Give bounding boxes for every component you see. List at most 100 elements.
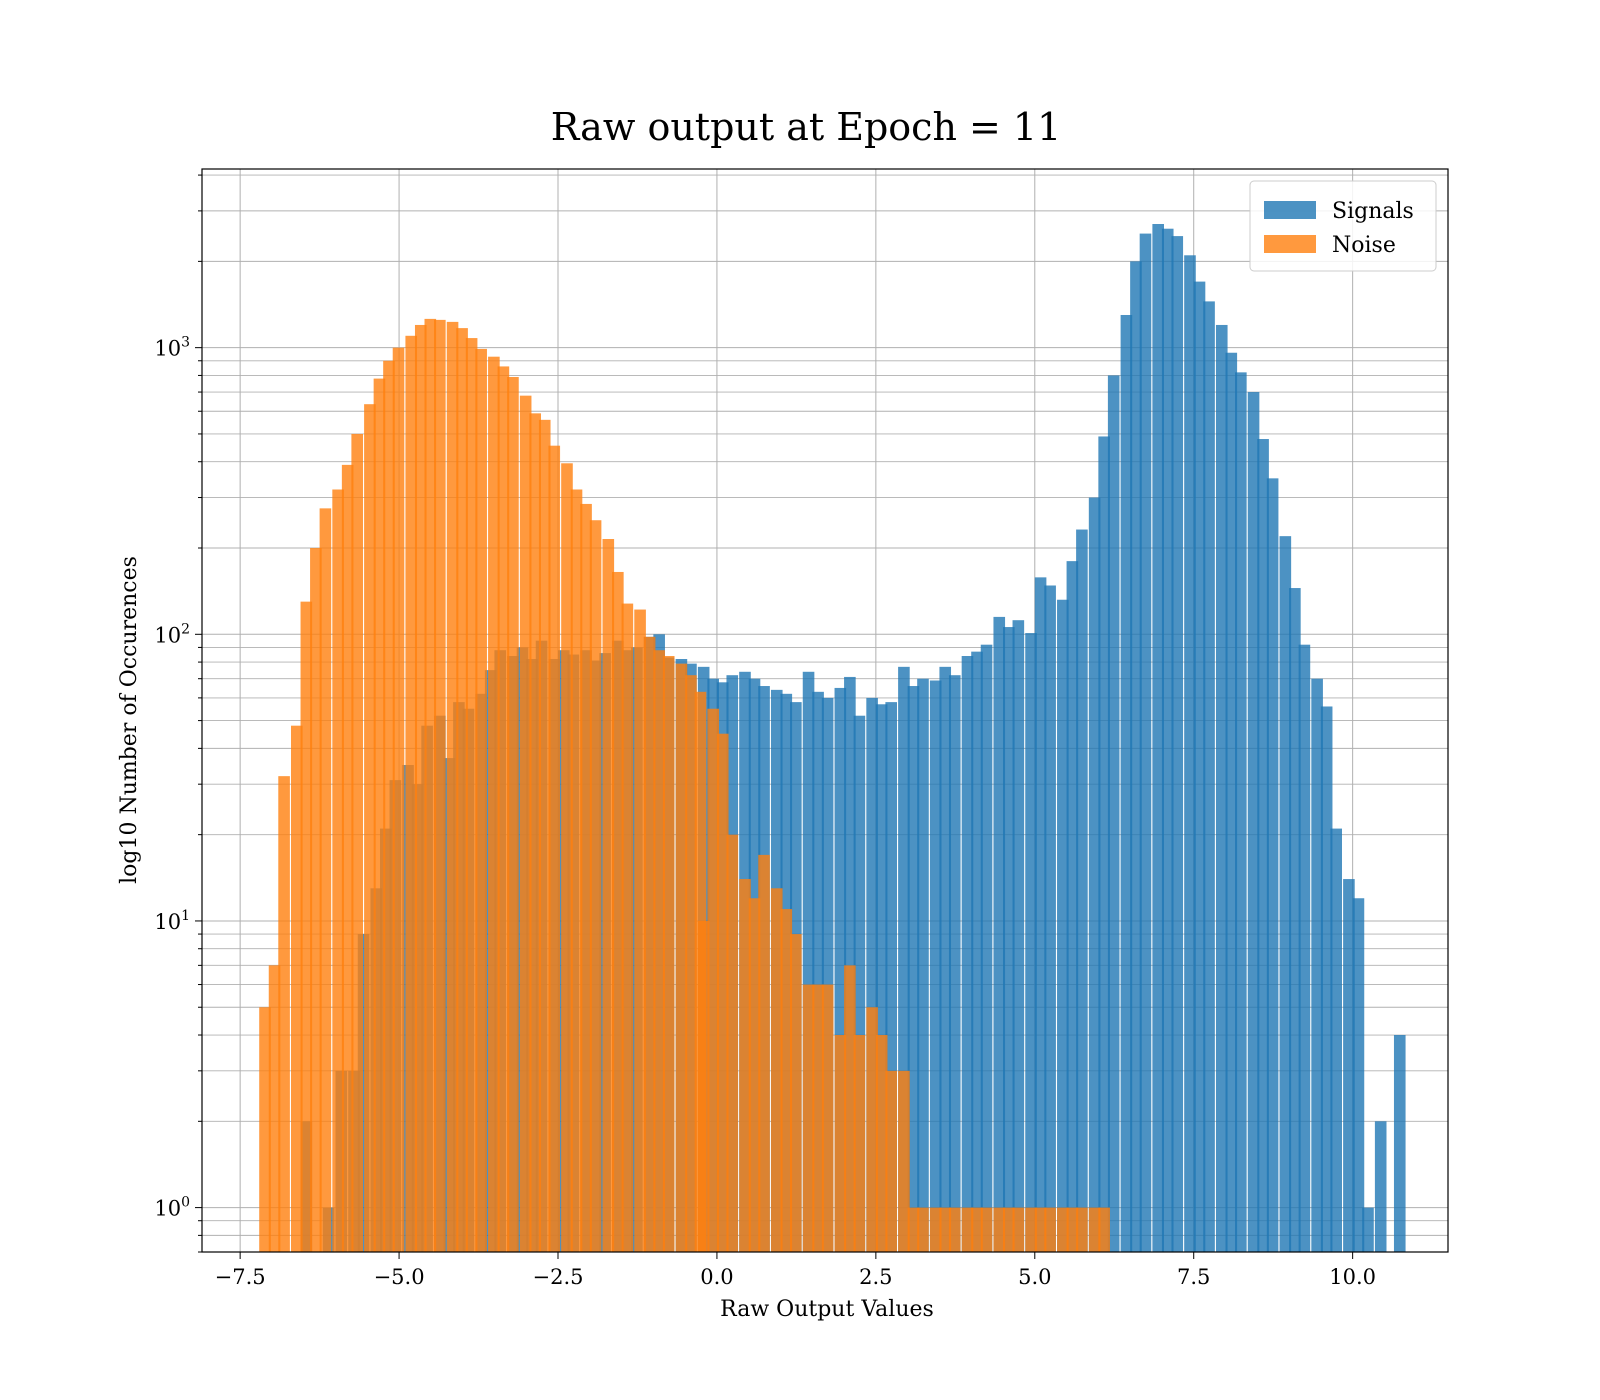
bar-noise xyxy=(497,366,510,1252)
series-noise-bars xyxy=(259,318,1110,1253)
bar-noise xyxy=(424,318,437,1252)
bar-noise xyxy=(519,395,532,1252)
bar-noise xyxy=(739,879,751,1252)
bar-noise xyxy=(929,1207,942,1252)
bar-signals xyxy=(1289,588,1301,1252)
bar-noise xyxy=(278,776,290,1252)
x-tick-label: 7.5 xyxy=(1177,1265,1210,1289)
bar-noise xyxy=(268,965,281,1252)
bar-noise xyxy=(488,356,500,1252)
bar-noise xyxy=(685,675,697,1252)
x-tick-label: −5.0 xyxy=(374,1265,425,1289)
bar-noise xyxy=(790,934,802,1252)
bar-signals xyxy=(1343,879,1355,1252)
bar-noise xyxy=(770,888,783,1252)
bar-signals xyxy=(821,697,834,1252)
bar-noise xyxy=(653,650,665,1252)
legend-swatch-noise xyxy=(1264,235,1316,253)
bar-noise xyxy=(414,324,427,1253)
bar-noise xyxy=(507,376,519,1252)
legend: Signals Noise xyxy=(1249,180,1437,272)
bar-signals xyxy=(866,697,878,1252)
bar-signals xyxy=(885,702,897,1252)
bar-noise xyxy=(834,1035,847,1252)
bar-signals xyxy=(1088,497,1101,1252)
bar-noise xyxy=(621,603,634,1252)
bar-noise xyxy=(748,898,761,1252)
bar-noise xyxy=(456,328,468,1252)
bar-noise xyxy=(780,909,793,1252)
bar-noise xyxy=(351,433,363,1252)
bar-noise xyxy=(1025,1207,1037,1252)
bar-signals xyxy=(1034,577,1047,1252)
bar-noise xyxy=(332,489,344,1252)
bar-signals xyxy=(1279,536,1292,1252)
bar-noise xyxy=(465,338,478,1252)
bar-signals xyxy=(1057,599,1069,1252)
x-tick-label: −7.5 xyxy=(215,1265,266,1289)
bar-noise xyxy=(812,984,824,1252)
bar-noise xyxy=(570,489,583,1252)
bar-noise xyxy=(341,464,354,1253)
bar-signals xyxy=(917,678,929,1252)
bar-signals xyxy=(980,644,993,1252)
bar-noise xyxy=(758,854,770,1252)
bar-noise xyxy=(434,319,446,1253)
bar-signals xyxy=(939,666,952,1252)
bar-signals xyxy=(357,934,370,1252)
bar-noise xyxy=(1034,1207,1047,1252)
plot-frame xyxy=(201,168,1449,1253)
bar-noise xyxy=(383,360,395,1252)
bar-signals xyxy=(1352,898,1365,1252)
axis-ticks: −7.5 −5.0 −2.5 0.0 2.5 5.0 7.5 10.0 100 101 102 103 xyxy=(154,174,1376,1289)
bar-noise xyxy=(405,335,418,1253)
bar-noise xyxy=(319,508,332,1252)
y-tick-label: 101 xyxy=(154,908,190,934)
bar-noise xyxy=(993,1207,1006,1252)
bar-noise xyxy=(697,920,710,1252)
bar-noise xyxy=(1076,1207,1088,1252)
bar-noise xyxy=(971,1207,983,1252)
bar-signals xyxy=(1044,585,1056,1252)
bar-signals xyxy=(1098,436,1110,1252)
bar-noise xyxy=(961,1207,974,1252)
bar-noise xyxy=(1012,1207,1025,1252)
legend-label-noise: Noise xyxy=(1332,233,1396,258)
x-tick-label: 5.0 xyxy=(1018,1265,1051,1289)
bar-signals xyxy=(1330,828,1342,1252)
y-tick-label: 100 xyxy=(154,1195,190,1221)
bar-signals xyxy=(1066,561,1079,1252)
x-tick-label: 2.5 xyxy=(859,1265,892,1289)
bar-signals xyxy=(1247,392,1260,1252)
bar-signals xyxy=(1215,324,1228,1253)
bar-signals xyxy=(1266,478,1279,1252)
bar-signals xyxy=(1171,236,1184,1253)
bar-signals xyxy=(812,691,824,1252)
bar-noise xyxy=(643,636,656,1252)
bar-signals xyxy=(1120,314,1133,1253)
bar-noise xyxy=(875,1035,888,1252)
bar-noise xyxy=(561,463,573,1252)
bar-signals xyxy=(1107,375,1120,1252)
bar-signals xyxy=(948,675,961,1252)
bar-noise xyxy=(716,733,729,1252)
bar-noise xyxy=(662,656,675,1252)
bar-noise xyxy=(580,503,592,1252)
bar-noise xyxy=(1098,1207,1110,1252)
bar-signals xyxy=(1235,372,1247,1252)
bar-noise xyxy=(802,984,815,1252)
y-tick-label: 102 xyxy=(154,621,190,647)
bar-signals xyxy=(1298,644,1311,1252)
bar-signals xyxy=(961,656,974,1252)
bar-noise xyxy=(885,1070,897,1252)
bar-noise xyxy=(589,520,602,1252)
histogram-bars xyxy=(259,224,1406,1253)
y-axis-label: log10 Number of Occurences xyxy=(117,556,142,884)
bar-noise xyxy=(866,1007,878,1252)
bar-signals xyxy=(802,671,815,1252)
x-tick-label: 0.0 xyxy=(700,1265,733,1289)
bar-signals xyxy=(1025,633,1037,1252)
bar-noise xyxy=(475,348,487,1252)
bar-noise xyxy=(612,571,624,1252)
